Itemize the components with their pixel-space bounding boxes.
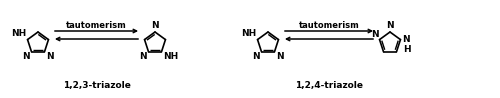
Text: H: H bbox=[403, 45, 410, 54]
Text: N: N bbox=[140, 52, 147, 61]
Text: 1,2,4-triazole: 1,2,4-triazole bbox=[295, 81, 363, 90]
Text: NH: NH bbox=[163, 52, 178, 61]
Text: NH: NH bbox=[12, 29, 26, 38]
Text: tautomerism: tautomerism bbox=[66, 20, 127, 29]
Text: 1,2,3-triazole: 1,2,3-triazole bbox=[62, 81, 130, 90]
Text: NH: NH bbox=[242, 29, 256, 38]
Text: N: N bbox=[386, 21, 394, 30]
Text: N: N bbox=[371, 30, 378, 39]
Text: N: N bbox=[252, 52, 260, 61]
Text: N: N bbox=[276, 52, 283, 61]
Text: N: N bbox=[151, 21, 159, 30]
Text: N: N bbox=[46, 52, 54, 61]
Text: tautomerism: tautomerism bbox=[298, 20, 360, 29]
Text: N: N bbox=[22, 52, 30, 61]
Text: N: N bbox=[402, 35, 409, 44]
